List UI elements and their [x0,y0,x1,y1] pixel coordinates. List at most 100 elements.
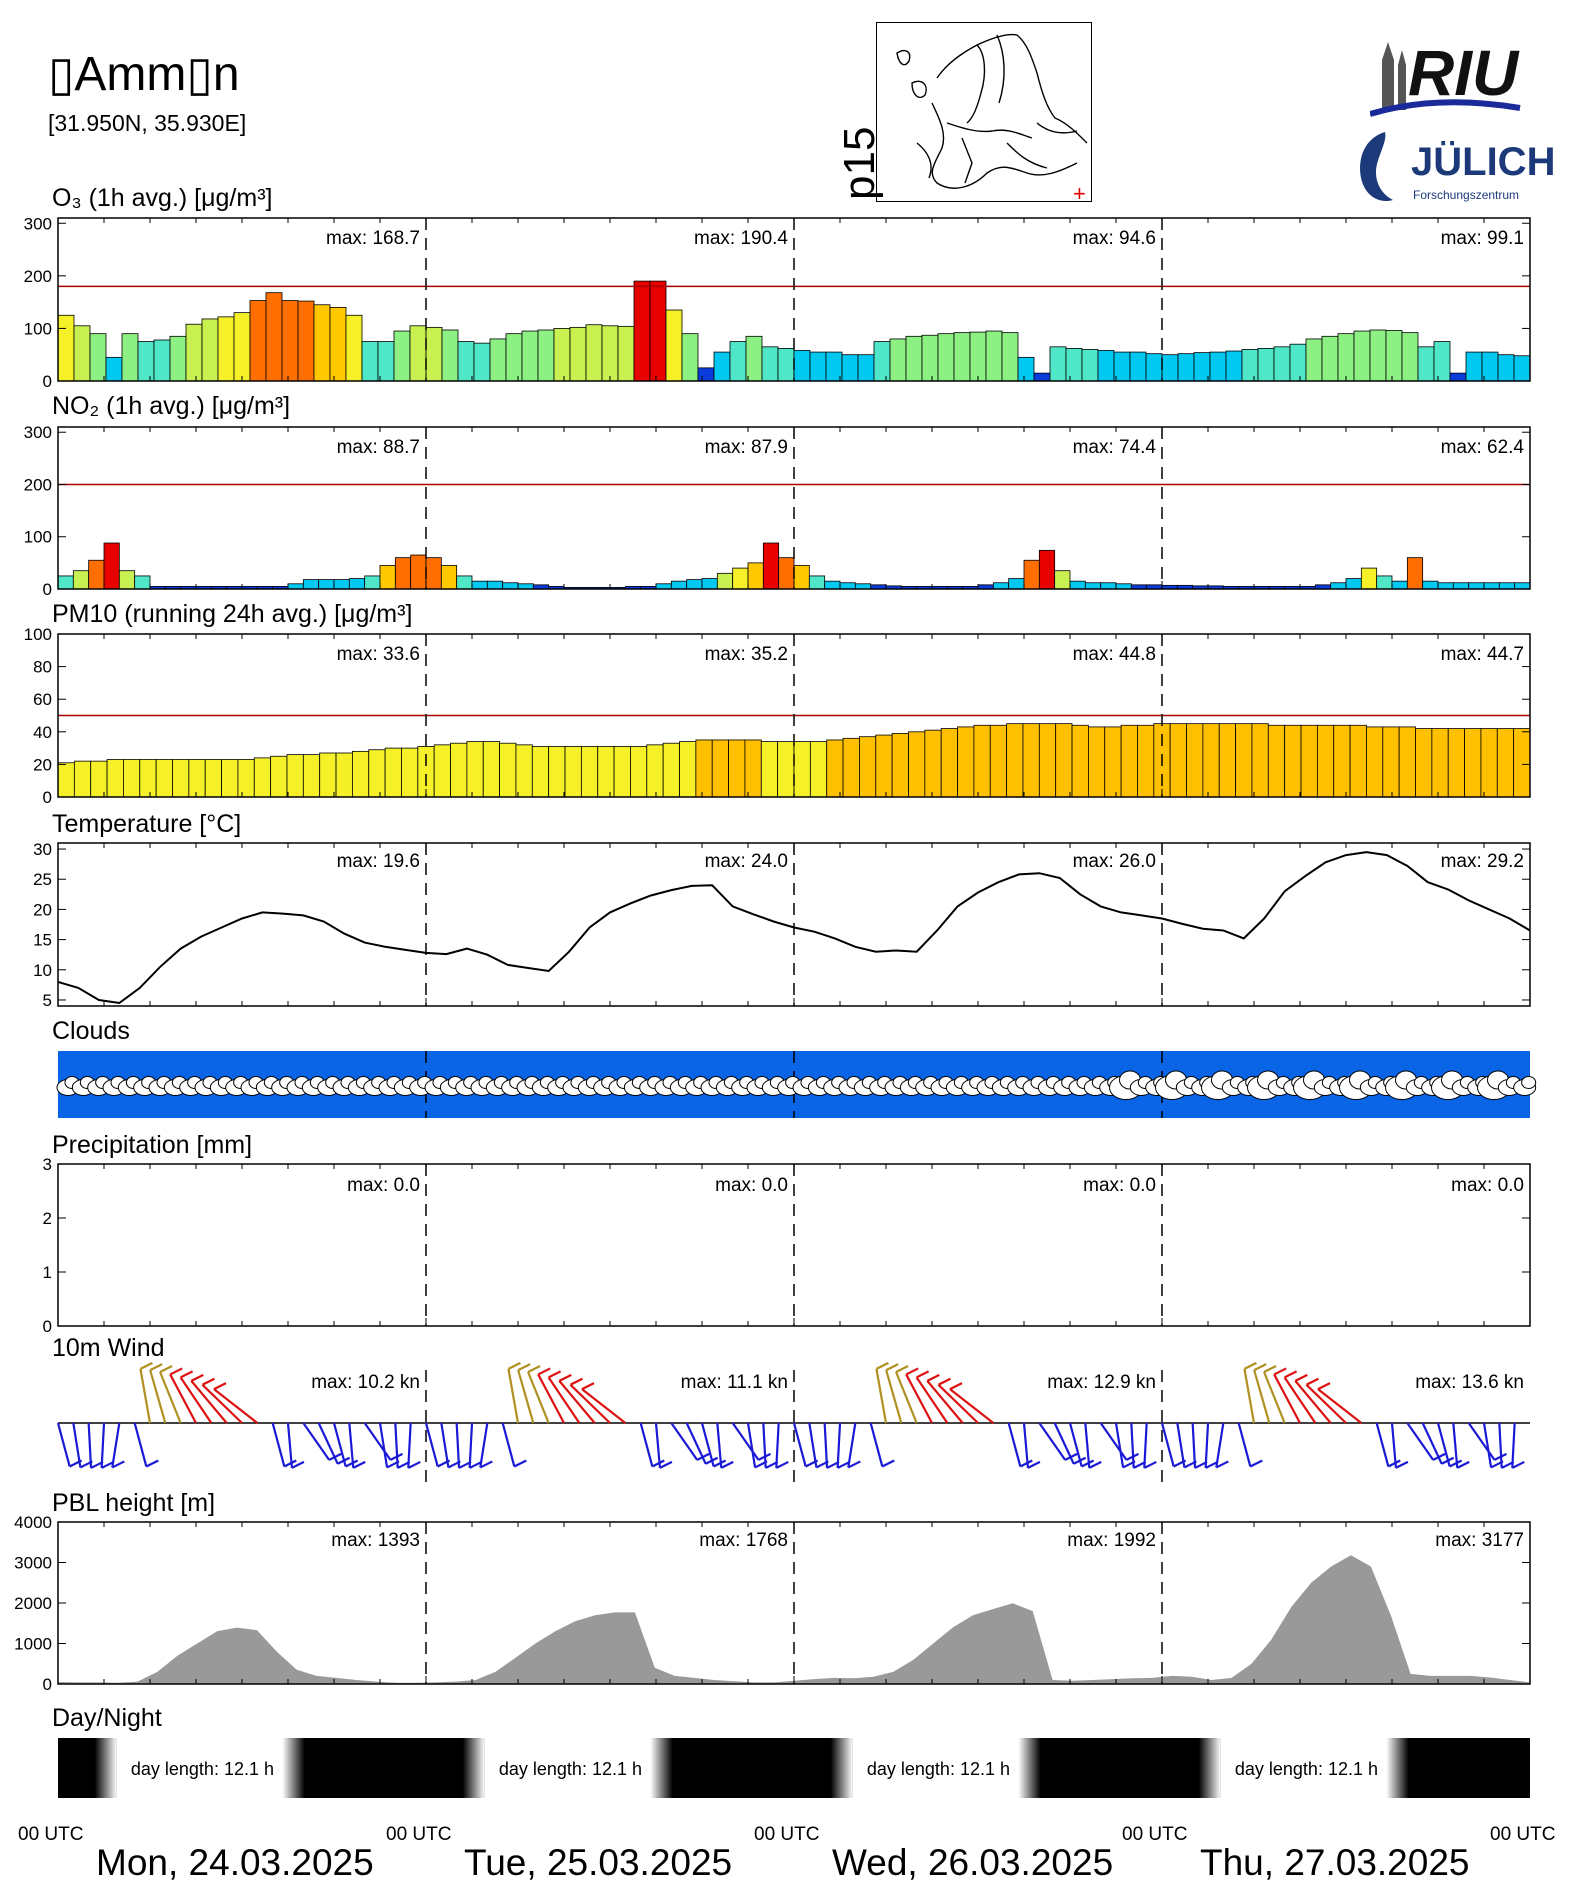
pbl-y-tick-label: 3000 [14,1554,52,1573]
pbl-max-label: max: 1768 [699,1530,788,1551]
wind-barb [348,1422,366,1469]
wind-barb-flag [1205,1460,1219,1469]
pm10-bar [973,724,991,798]
wind-barb-flag [558,1373,572,1382]
wind-max-label: max: 12.9 kn [1047,1372,1156,1393]
pm10-bar [499,742,517,798]
wind-barb [775,1422,789,1469]
sunset-gradient [650,1738,673,1798]
pm10-bar [613,746,631,798]
wind-barb-shaft [1099,1422,1128,1461]
wind-barb-shaft [1038,1422,1067,1461]
pm10-bar [630,746,648,798]
o3-bar [201,318,219,382]
wind-barb-flag [1305,1377,1319,1386]
wind-barb-flag [775,1460,789,1469]
pm10-bar [1447,728,1465,798]
wind-barb [133,1422,159,1468]
o3-bar [649,280,667,382]
no2-bar [778,557,795,590]
wind-barb-shaft [808,1422,818,1468]
wind-barb [201,1377,243,1424]
wind-barb-shaft [479,1422,489,1468]
wind-barb [87,1422,104,1469]
wind-barb-flag [1294,1373,1308,1382]
temp-y-tick-label: 10 [33,961,52,980]
pbl-max-label: max: 1393 [331,1530,420,1551]
o3-bar [105,356,123,382]
o3-bar [1049,346,1067,382]
wind-barb-flag [159,1365,173,1373]
wind-barb-shaft [823,1422,829,1468]
wind-barb [836,1422,851,1469]
wind-barb-flag [479,1460,493,1469]
pm10-bar [204,759,222,798]
precip-title: Precipitation [mm] [52,1131,252,1159]
wind-barb-shaft [1160,1422,1175,1467]
wind-barb-flag [1511,1460,1525,1469]
wind-barb-flag [345,1459,359,1468]
utc-tick-label: 00 UTC [754,1824,819,1845]
pm10-bar [57,762,75,798]
wind-barb-shaft [915,1376,949,1424]
o3-bar [313,304,331,382]
pm10-bar [695,739,713,798]
no2-bar [1391,580,1408,590]
o3-bar [1177,353,1195,382]
no2-bar [103,542,120,590]
pm10-bar [1300,724,1318,798]
wind-barb [394,1422,411,1469]
wind-barb-shaft [72,1422,82,1468]
wind-barb [869,1422,895,1468]
o3-bar [729,341,747,382]
pm10-bar [466,741,484,798]
wind-barb-flag [651,1459,665,1468]
pm10-bar [302,754,321,798]
no2-bar [302,579,320,590]
pm10-bar [123,759,141,798]
pm10-bar [1120,724,1138,798]
no2-bar [1069,580,1086,590]
wind-barb-shaft [1068,1422,1083,1467]
pm10-bar [1415,728,1433,798]
day-length-label: day length: 12.1 h [867,1759,1010,1779]
pm10-bar [1104,726,1122,798]
wind-barb-shaft [775,1422,780,1468]
no2-bar [655,583,672,590]
wind-barb-flag [895,1365,909,1373]
wind-barb-flag [1284,1370,1298,1379]
o3-bar [329,306,347,382]
wind-barb-shaft [1084,1422,1091,1468]
o3-bar [617,325,635,382]
wind-barb-shaft [792,1422,807,1467]
o3-bar [1241,349,1259,382]
pm10-bar [597,746,615,798]
wind-barb [332,1422,359,1468]
o3-bar [249,300,267,382]
no2-bar [318,579,335,590]
wind-barb-shaft [1191,1422,1197,1468]
wind-barb [823,1422,840,1469]
wind-barb [271,1422,297,1468]
wind-barb-shaft [363,1422,392,1461]
no2-y-tick-label: 200 [24,475,52,494]
wind-barb-shaft [100,1422,106,1468]
wind-barb-flag [111,1460,125,1469]
no2-bar [456,575,473,590]
wind-barb-flag [837,1460,851,1469]
wind-barb-shaft [716,1422,723,1468]
pm10-bar [1366,726,1384,798]
temp-max-label: max: 24.0 [705,851,788,872]
pm10-bar [1284,724,1302,798]
wind-barb [1263,1365,1286,1424]
wind-barb [1204,1422,1219,1469]
cloud-icon-part [1521,1076,1537,1089]
wind-barb-flag [1317,1382,1331,1391]
wind-barb-shaft [378,1422,389,1468]
wind-barb-shaft [905,1373,933,1424]
no2-bar [72,570,90,590]
o3-bar [601,325,619,382]
wind-barb-shaft [159,1371,182,1424]
wind-barb-shaft [1436,1422,1451,1467]
pm10-bar [793,741,811,798]
